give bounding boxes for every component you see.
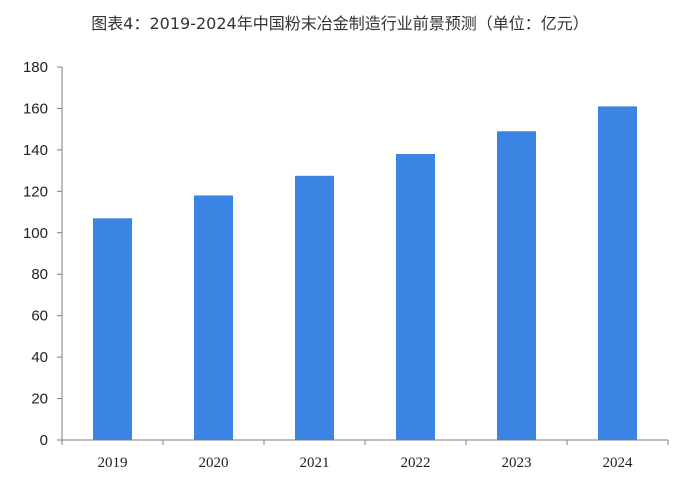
bar-2020: [194, 195, 233, 440]
y-tick-label: 60: [31, 308, 48, 325]
bar-2023: [497, 131, 536, 440]
y-tick-label: 140: [23, 142, 48, 159]
y-tick-label: 0: [40, 432, 48, 449]
y-tick-label: 20: [31, 391, 48, 408]
bar-2021: [295, 175, 334, 440]
chart-tick-labels: 0 20 40 60 80 100 120 140 160 180 2019 2020 2021 2022…: [23, 59, 633, 471]
chart-bars: [93, 106, 637, 441]
x-tick-label: 2022: [401, 455, 431, 471]
x-tick-label: 2023: [502, 455, 532, 471]
bar-2024: [598, 106, 637, 440]
x-tick-label: 2020: [199, 455, 229, 471]
bar-2022: [396, 154, 435, 441]
y-tick-label: 100: [23, 225, 48, 242]
y-tick-label: 180: [23, 59, 48, 76]
x-tick-label: 2021: [300, 455, 330, 471]
bar-2019: [93, 218, 132, 440]
chart-title: 图表4：2019-2024年中国粉末冶金制造行业前景预测（单位：亿元）: [91, 14, 589, 33]
y-tick-label: 80: [31, 266, 48, 283]
chart-axes: [57, 66, 669, 445]
y-tick-label: 40: [31, 349, 48, 366]
y-tick-label: 120: [23, 183, 48, 200]
x-tick-label: 2019: [98, 455, 128, 471]
x-tick-label: 2024: [603, 455, 634, 471]
y-tick-label: 160: [23, 100, 48, 117]
